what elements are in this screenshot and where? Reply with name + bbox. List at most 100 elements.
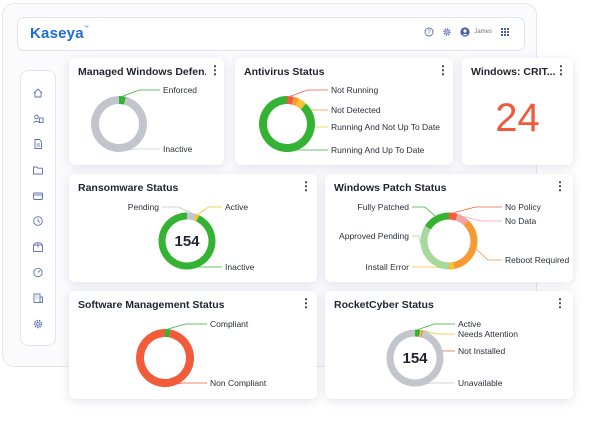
donut-chart: No Policy No Data Reboot Required Install E… [339, 202, 570, 272]
label-compliant: Compliant [210, 319, 249, 329]
label-pending: Pending [128, 202, 159, 212]
slice-reboot-required[interactable] [452, 220, 478, 269]
card-title: Software Management Status [78, 299, 225, 311]
rocketcyber-status-card: RocketCyber Status ⋮ Active Needs Attenti… [325, 291, 573, 399]
slice-running-and-not-up-to-date[interactable] [295, 98, 307, 110]
windows-critical-card: Windows: CRIT... ⋮ 24 [462, 58, 573, 165]
more-menu-icon[interactable]: ⋮ [437, 63, 449, 77]
document-icon[interactable] [32, 138, 44, 150]
users-icon[interactable] [32, 113, 44, 125]
label-non-compliant: Non Compliant [210, 378, 267, 388]
leader-line-no-data [463, 216, 502, 222]
more-menu-icon[interactable]: ⋮ [555, 63, 567, 77]
label-unavailable: Unavailable [458, 378, 503, 388]
card-icon[interactable] [32, 190, 44, 202]
label-not-installed: Not Installed [458, 346, 506, 356]
label-approved-pending: Approved Pending [339, 231, 409, 241]
leader-line-unavailable [410, 382, 455, 387]
leader-line-non-compliant [162, 382, 207, 388]
leader-line-pending [162, 206, 192, 214]
more-menu-icon[interactable]: ⋮ [554, 179, 566, 193]
slice-pending[interactable] [186, 212, 196, 221]
label-install-error: Install Error [366, 262, 410, 272]
label-inactive: Inactive [225, 262, 255, 272]
top-bar: Kaseya™ ? James [17, 17, 525, 51]
slice-approved-pending[interactable] [420, 225, 450, 270]
leader-line-reboot-required [476, 248, 502, 261]
slice-inactive[interactable] [91, 96, 148, 152]
label-not-running: Not Running [331, 85, 379, 95]
donut-chart: Compliant Non Compliant [136, 319, 267, 388]
leader-line-inactive [115, 148, 160, 153]
apps-grid-icon[interactable] [500, 27, 510, 37]
label-enforced: Enforced [163, 85, 197, 95]
package-icon[interactable] [32, 241, 44, 253]
slice-no-policy[interactable] [448, 212, 458, 221]
center-total: 154 [174, 233, 200, 250]
software-management-status-card: Software Management Status ⋮ Compliant No… [69, 291, 317, 399]
center-total: 154 [402, 350, 428, 367]
card-title: Windows Patch Status [334, 182, 447, 194]
windows-patch-status-card: Windows Patch Status ⋮ No Policy No Data R… [325, 174, 573, 282]
ransomware-status-card: Ransomware Status ⋮ Pending Active Inactiv… [69, 174, 317, 282]
label-active: Active [225, 202, 248, 212]
slice-non-compliant[interactable] [136, 329, 194, 387]
donut-chart: Enforced Inactive [91, 85, 197, 154]
leader-line-fully-patched [412, 206, 436, 217]
label-fully-patched: Fully Patched [358, 202, 410, 212]
managed-windows-defender-card: Managed Windows Defen... ⋮ Enforced Inact… [69, 58, 224, 165]
slice-inactive[interactable] [158, 212, 216, 270]
sidebar [20, 70, 56, 346]
label-inactive: Inactive [163, 144, 193, 154]
gear-icon[interactable] [442, 27, 452, 37]
label-running-and-up-to-date: Running And Up To Date [331, 145, 425, 155]
label-running-and-not-up-to-date: Running And Not Up To Date [331, 122, 440, 132]
slice-not-running[interactable] [286, 95, 294, 105]
donut-chart: Pending Active Inactive 154 [128, 202, 255, 272]
help-icon[interactable]: ? [424, 27, 434, 37]
label-needs-attention: Needs Attention [458, 329, 518, 339]
slice-no-data[interactable] [455, 213, 469, 226]
more-menu-icon[interactable]: ⋮ [300, 296, 312, 310]
card-title: RocketCyber Status [334, 299, 434, 311]
slice-not-detected[interactable] [291, 96, 299, 106]
card-title: Ransomware Status [78, 182, 179, 194]
gauge-icon[interactable] [32, 266, 44, 278]
user-name[interactable]: James [474, 29, 492, 35]
leader-line-active [197, 206, 222, 215]
label-no-policy: No Policy [505, 202, 542, 212]
building-icon[interactable] [32, 292, 44, 304]
antivirus-status-card: Antivirus Status ⋮ Not Running Not Detect… [235, 58, 453, 165]
leader-line-approved-pending [412, 235, 425, 255]
more-menu-icon[interactable]: ⋮ [554, 296, 566, 310]
slice-running-and-up-to-date[interactable] [259, 96, 315, 152]
card-title: Windows: CRIT... [471, 66, 556, 78]
clock-icon[interactable] [32, 215, 44, 227]
folder-icon[interactable] [32, 164, 44, 176]
label-no-data: No Data [505, 216, 536, 226]
leader-line-no-policy [453, 206, 502, 214]
kaseya-logo[interactable]: Kaseya™ [30, 25, 89, 42]
svg-text:?: ? [428, 30, 432, 36]
slice-unavailable[interactable] [386, 329, 444, 387]
slice-active[interactable] [193, 213, 200, 222]
card-title: Antivirus Status [244, 66, 325, 78]
slice-fully-patched[interactable] [424, 212, 450, 230]
leader-line-needs-attention [421, 329, 455, 335]
label-not-detected: Not Detected [331, 105, 381, 115]
home-icon[interactable] [32, 87, 44, 99]
leader-line-enforced [122, 89, 160, 97]
leader-line-compliant [167, 323, 207, 330]
slice-enforced[interactable] [118, 95, 126, 105]
settings-icon[interactable] [32, 318, 44, 330]
leader-line-inactive [180, 266, 222, 270]
leader-line-active [417, 323, 455, 330]
more-menu-icon[interactable]: ⋮ [209, 63, 221, 77]
critical-count: 24 [495, 96, 540, 140]
label-active: Active [458, 319, 481, 329]
donut-chart: Not Running Not Detected Running And Not U… [259, 85, 440, 155]
avatar-icon[interactable] [460, 27, 470, 37]
label-reboot-required: Reboot Required [505, 255, 570, 265]
more-menu-icon[interactable]: ⋮ [300, 179, 312, 193]
